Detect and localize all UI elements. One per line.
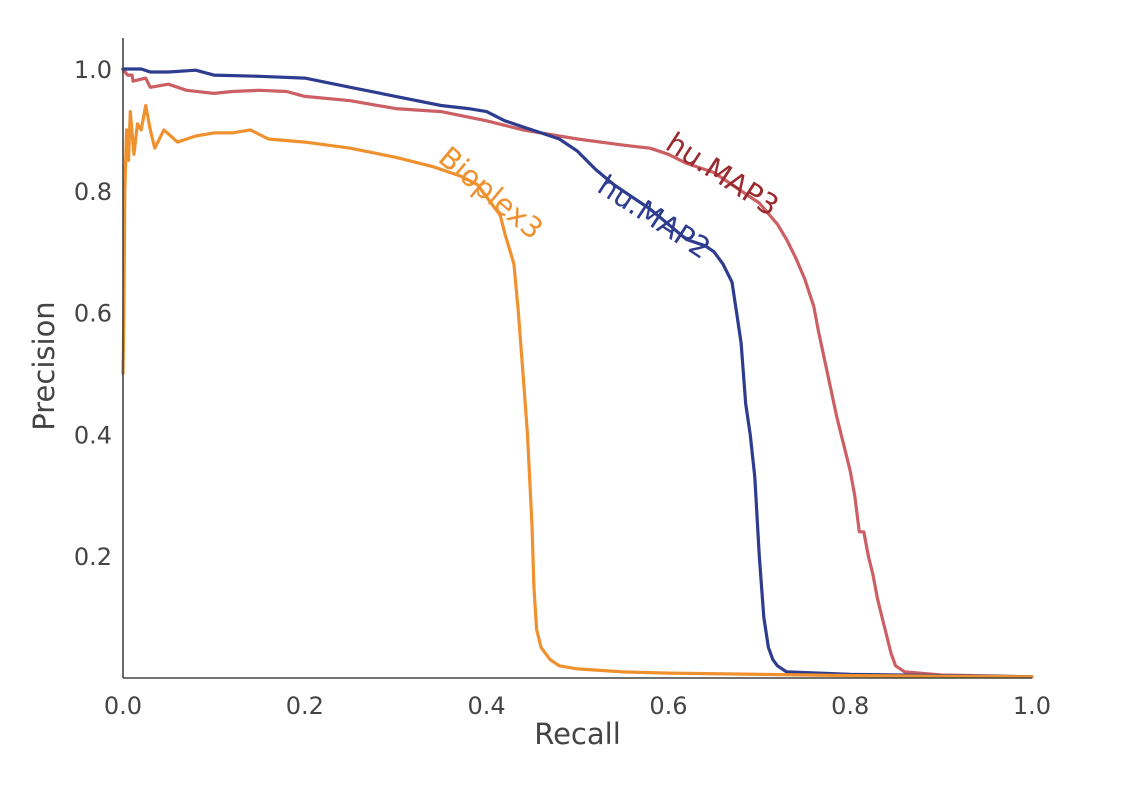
x-tick-labels: 0.0 0.2 0.4 0.6 0.8 1.0	[104, 692, 1051, 720]
y-tick-labels: 0.2 0.4 0.6 0.8 1.0	[74, 56, 112, 571]
series-label-hu-map3: hu.MAP3	[660, 126, 785, 224]
y-tick-label: 0.8	[74, 178, 112, 206]
y-tick-label: 0.2	[74, 543, 112, 571]
x-tick-label: 0.2	[286, 692, 324, 720]
series-label-hu-map2: hu.MAP2	[592, 168, 717, 266]
y-tick-label: 1.0	[74, 56, 112, 84]
series-label-bioplex3: Bioplex3	[432, 140, 550, 246]
series-line-hu-map2	[121, 67, 1034, 679]
series-line-bioplex3	[121, 103, 1034, 679]
x-tick-label: 1.0	[1013, 692, 1051, 720]
x-tick-label: 0.4	[468, 692, 506, 720]
y-axis-title: Precision	[27, 301, 61, 430]
x-axis-title: Recall	[534, 717, 621, 751]
y-tick-label: 0.4	[74, 421, 112, 449]
series-layer	[121, 67, 1034, 679]
x-tick-label: 0.6	[649, 692, 687, 720]
y-tick-label: 0.6	[74, 300, 112, 328]
series-line-hu-map3	[121, 67, 1034, 679]
x-tick-label: 0.8	[831, 692, 869, 720]
x-tick-label: 0.0	[104, 692, 142, 720]
